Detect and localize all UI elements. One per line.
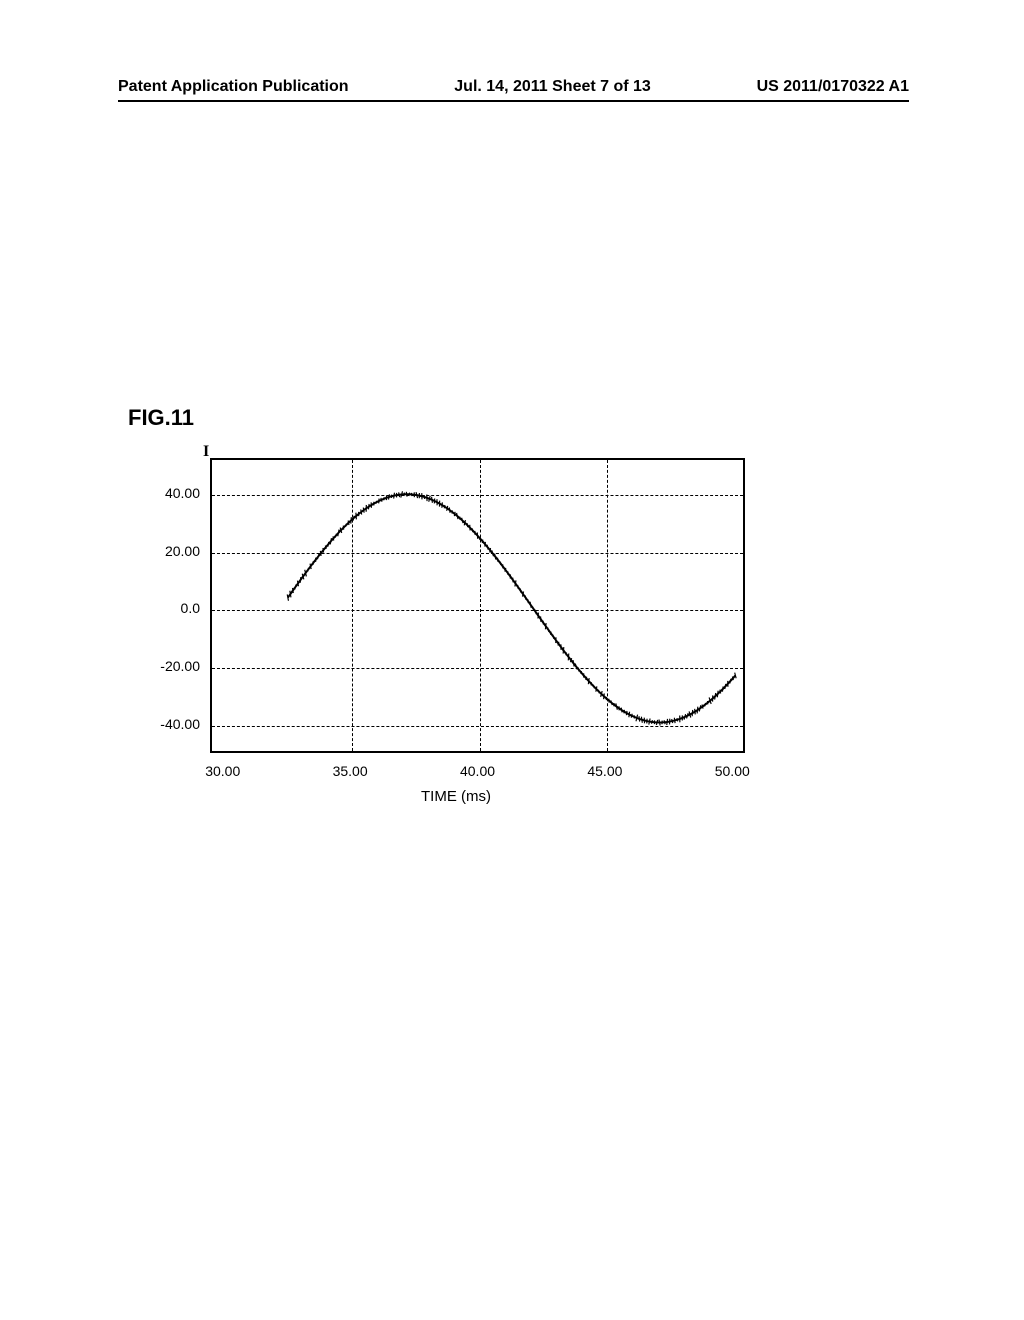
waveform-svg (212, 460, 743, 751)
grid-line-horizontal (212, 553, 743, 554)
grid-line-horizontal (212, 668, 743, 669)
x-axis-label: TIME (ms) (421, 788, 491, 805)
y-tick-label: 40.00 (145, 485, 200, 501)
header-left: Patent Application Publication (118, 78, 349, 96)
page-header: Patent Application Publication Jul. 14, … (118, 78, 909, 96)
page: Patent Application Publication Jul. 14, … (0, 0, 1024, 1320)
grid-line-vertical (480, 460, 481, 751)
grid-line-horizontal (212, 610, 743, 611)
y-tick-label: -40.00 (145, 716, 200, 732)
header-center: Jul. 14, 2011 Sheet 7 of 13 (454, 78, 651, 96)
grid-line-horizontal (212, 726, 743, 727)
figure-label: FIG.11 (128, 405, 194, 431)
header-divider (118, 100, 909, 102)
waveform-line (288, 494, 736, 722)
y-axis-symbol: I (203, 443, 209, 461)
x-tick-label: 30.00 (205, 763, 240, 779)
y-tick-label: 0.0 (145, 600, 200, 616)
grid-line-vertical (607, 460, 608, 751)
plot-area (210, 458, 745, 753)
y-tick-label: -20.00 (145, 658, 200, 674)
x-tick-label: 50.00 (715, 763, 750, 779)
y-tick-label: 20.00 (145, 543, 200, 559)
waveform-noise (287, 491, 736, 725)
x-tick-label: 40.00 (460, 763, 495, 779)
grid-line-horizontal (212, 495, 743, 496)
header-right: US 2011/0170322 A1 (757, 78, 909, 96)
chart-container: I TIME (ms) -40.00-20.000.020.0040.0030.… (125, 448, 745, 818)
x-tick-label: 35.00 (333, 763, 368, 779)
x-tick-label: 45.00 (587, 763, 622, 779)
grid-line-vertical (352, 460, 353, 751)
